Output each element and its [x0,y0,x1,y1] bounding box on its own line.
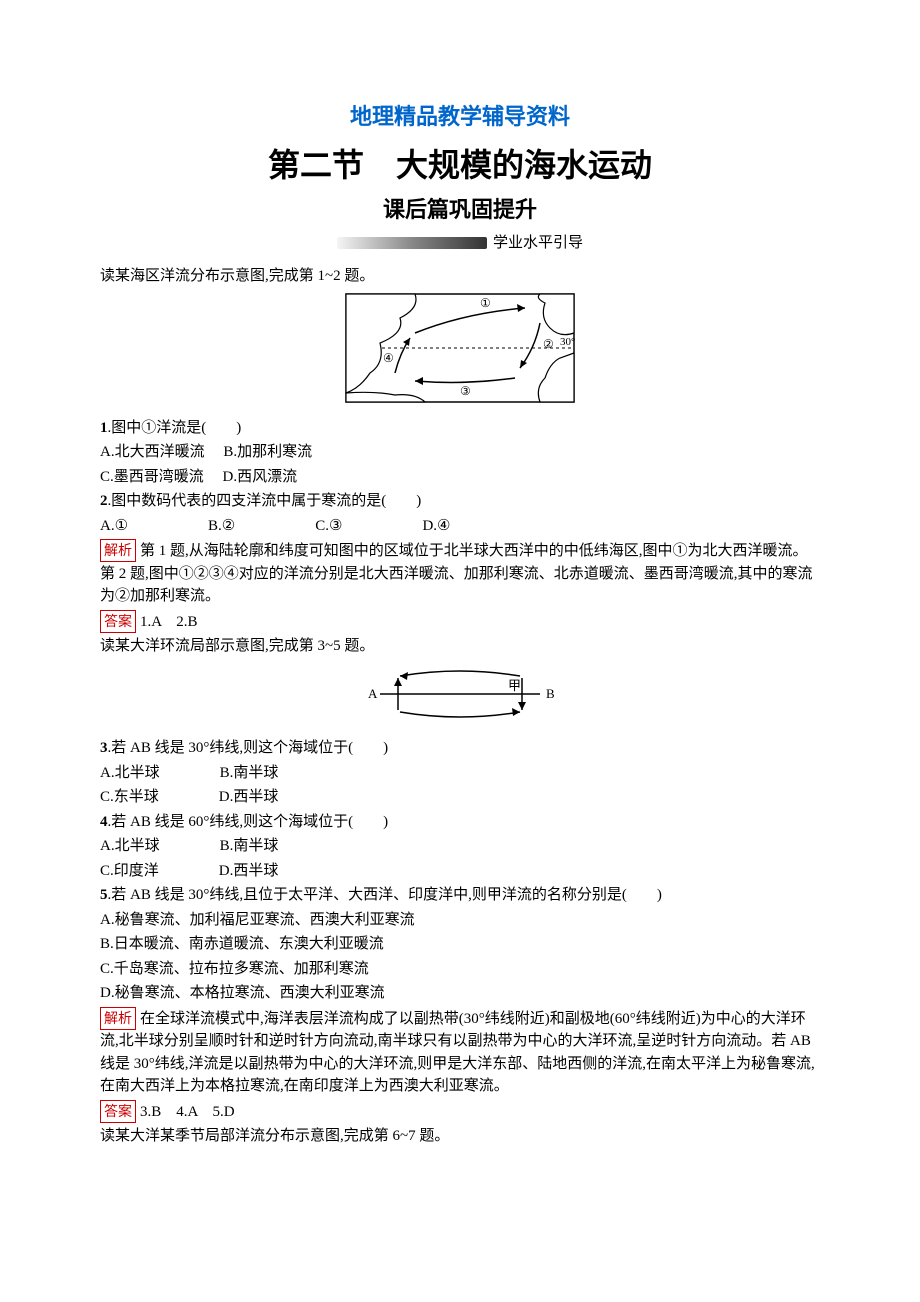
q2-opt-d: D.④ [422,515,450,538]
q1-opt-c: C.墨西哥湾暖流 [100,469,204,485]
marker-4: ④ [383,351,394,365]
q5-opt-b: B.日本暖流、南赤道暖流、东澳大利亚暖流 [100,933,820,956]
q4-stem: .若 AB 线是 60°纬线,则这个海域位于( ) [108,814,389,830]
q2-opt-b: B.② [208,515,235,538]
divider-bar [337,237,487,249]
q5-stem: .若 AB 线是 30°纬线,且位于太平洋、大西洋、印度洋中,则甲洋流的名称分别… [108,887,662,903]
q4-options-row1: A.北半球 B.南半球 [100,835,820,858]
q1-opt-b: B.加那利寒流 [223,444,312,460]
q4-opt-d: D.西半球 [219,860,279,883]
gyre-diagram-icon: A B 甲 [350,664,570,724]
q4-options-row2: C.印度洋 D.西半球 [100,860,820,883]
q3-opt-b: B.南半球 [220,762,279,785]
analysis-2: 解析在全球洋流模式中,海洋表层洋流构成了以副热带(30°纬线附近)和副极地(60… [100,1007,820,1098]
analysis-1-text: 第 1 题,从海陆轮廓和纬度可知图中的区域位于北半球大西洋中的中低纬海区,图中①… [100,543,813,604]
answer-tag-2: 答案 [100,1100,136,1123]
analysis-1: 解析第 1 题,从海陆轮廓和纬度可知图中的区域位于北半球大西洋中的中低纬海区,图… [100,539,820,608]
q1-opt-a: A.北大西洋暖流 [100,444,205,460]
ocean-current-map-icon: 30° ① ② ③ ④ [345,293,575,403]
analysis-tag-2: 解析 [100,1007,136,1030]
marker-2: ② [543,337,554,351]
brand-title: 地理精品教学辅导资料 [100,100,820,133]
q3-options-row1: A.北半球 B.南半球 [100,762,820,785]
sub-title: 课后篇巩固提升 [100,193,820,226]
q3-stem: .若 AB 线是 30°纬线,则这个海域位于( ) [108,740,389,756]
answer-2: 答案3.B 4.A 5.D [100,1100,820,1124]
main-title: 第二节 大规模的海水运动 [100,141,820,189]
intro-2: 读某大洋环流局部示意图,完成第 3~5 题。 [100,635,820,658]
q2-opt-c: C.③ [315,515,342,538]
label-b: B [546,686,555,701]
q1-options-row1: A.北大西洋暖流 B.加那利寒流 [100,441,820,464]
label-a: A [368,686,378,701]
q3-opt-d: D.西半球 [219,786,279,809]
answer-2-text: 3.B 4.A 5.D [140,1104,235,1120]
q1: 1.图中①洋流是( ) [100,417,820,440]
divider-label: 学业水平引导 [493,232,583,255]
q1-options-row2: C.墨西哥湾暖流 D.西风漂流 [100,466,820,489]
q1-stem: .图中①洋流是( ) [108,420,242,436]
q3-opt-c: C.东半球 [100,786,159,809]
answer-1-text: 1.A 2.B [140,614,198,630]
analysis-tag: 解析 [100,539,136,562]
q3-options-row2: C.东半球 D.西半球 [100,786,820,809]
q4-opt-a: A.北半球 [100,835,160,858]
label-jia: 甲 [508,678,521,693]
q2-stem: .图中数码代表的四支洋流中属于寒流的是( ) [108,493,422,509]
answer-1: 答案1.A 2.B [100,610,820,634]
answer-tag: 答案 [100,610,136,633]
q4-opt-c: C.印度洋 [100,860,159,883]
intro-3: 读某大洋某季节局部洋流分布示意图,完成第 6~7 题。 [100,1125,820,1148]
q1-opt-d: D.西风漂流 [223,469,298,485]
q3-opt-a: A.北半球 [100,762,160,785]
q2: 2.图中数码代表的四支洋流中属于寒流的是( ) [100,490,820,513]
q5-opt-a: A.秘鲁寒流、加利福尼亚寒流、西澳大利亚寒流 [100,909,820,932]
marker-1: ① [480,296,491,310]
figure-2: A B 甲 [100,664,820,732]
q2-options: A.① B.② C.③ D.④ [100,515,820,538]
lat-30-label: 30° [560,336,575,348]
marker-3: ③ [460,384,471,398]
q5: 5.若 AB 线是 30°纬线,且位于太平洋、大西洋、印度洋中,则甲洋流的名称分… [100,884,820,907]
figure-1: 30° ① ② ③ ④ [100,293,820,411]
q5-opt-c: C.千岛寒流、拉布拉多寒流、加那利寒流 [100,958,820,981]
q4: 4.若 AB 线是 60°纬线,则这个海域位于( ) [100,811,820,834]
q3: 3.若 AB 线是 30°纬线,则这个海域位于( ) [100,737,820,760]
q4-opt-b: B.南半球 [220,835,279,858]
analysis-2-text: 在全球洋流模式中,海洋表层洋流构成了以副热带(30°纬线附近)和副极地(60°纬… [100,1011,815,1095]
q2-opt-a: A.① [100,515,128,538]
section-divider: 学业水平引导 [100,232,820,255]
q5-opt-d: D.秘鲁寒流、本格拉寒流、西澳大利亚寒流 [100,982,820,1005]
intro-1: 读某海区洋流分布示意图,完成第 1~2 题。 [100,265,820,288]
